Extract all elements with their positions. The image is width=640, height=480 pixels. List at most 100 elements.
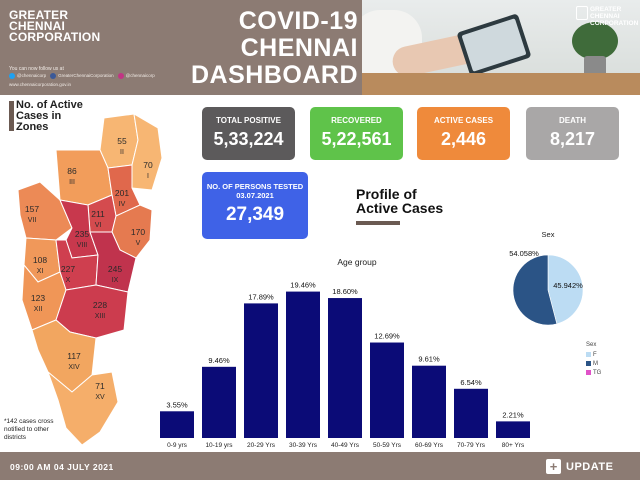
social-link-instagram[interactable]: @chennaicorp bbox=[117, 73, 155, 79]
zone-region-IX[interactable] bbox=[89, 231, 137, 293]
title-line: COVID-19 bbox=[238, 7, 358, 35]
update-button[interactable]: + UPDATE bbox=[546, 459, 613, 474]
legend-swatch-f bbox=[586, 352, 591, 357]
age-group-bar-chart: Age group 3.55% 0-9 yrs 9.46% 10-19 yrs 17.89… bbox=[160, 257, 530, 449]
bar-10-19-yrs bbox=[202, 366, 236, 438]
bar-40-49-yrs bbox=[328, 298, 362, 438]
bar-70-79-yrs bbox=[454, 388, 488, 438]
corporation-logo: GREATER CHENNAI CORPORATION bbox=[576, 6, 638, 27]
map-title-accent bbox=[9, 101, 14, 131]
footer-bar: 09:00 AM 04 JULY 2021 + UPDATE bbox=[0, 452, 640, 480]
legend-item-m: M bbox=[586, 359, 601, 368]
zone-label-XIV-cases: 117 bbox=[67, 351, 81, 361]
persons-tested-label: NO. OF PERSONS TESTED 03.07.2021 bbox=[206, 182, 304, 200]
map-title-line: No. of Active bbox=[16, 99, 83, 111]
persons-tested-value: 27,349 bbox=[225, 204, 285, 225]
update-label: UPDATE bbox=[566, 460, 614, 473]
recovered-card: RECOVERED 5,22,561 bbox=[310, 107, 403, 160]
zone-region-III[interactable] bbox=[55, 149, 113, 206]
total-positive-value: 5,33,224 bbox=[213, 129, 284, 149]
total-positive-label: TOTAL POSITIVE bbox=[216, 116, 281, 125]
bar-data-label: 2.21% bbox=[502, 410, 524, 419]
zone-label-X-id: X bbox=[66, 277, 71, 284]
emblem-icon bbox=[576, 6, 588, 20]
title-line: CHENNAI bbox=[240, 34, 358, 62]
facebook-icon bbox=[50, 73, 57, 79]
pie-chart-title: Sex bbox=[542, 230, 555, 239]
zone-label-VIII-cases: 235 bbox=[75, 229, 89, 239]
website-link[interactable]: www.chennaicorporation.gov.in bbox=[9, 82, 71, 87]
zone-label-XIII-id: XIII bbox=[95, 313, 106, 320]
org-name: GREATER CHENNAI CORPORATION bbox=[9, 8, 101, 44]
zone-label-X-cases: 227 bbox=[61, 264, 75, 274]
zone-label-XIV-id: XIV bbox=[68, 364, 80, 371]
zone-label-XI-cases: 108 bbox=[33, 255, 47, 265]
bar-category-label: 60-69 Yrs bbox=[415, 442, 444, 449]
zone-label-XI-id: XI bbox=[37, 268, 44, 275]
zone-labels: 55 II 70 I 86 III 201 IV 157 VII 211 VI … bbox=[25, 136, 153, 401]
legend-swatch-tg bbox=[586, 370, 591, 375]
zone-region-XV[interactable] bbox=[46, 370, 119, 446]
title-line: DASHBOARD bbox=[191, 61, 358, 89]
zone-label-XIII-cases: 228 bbox=[93, 300, 107, 310]
logo-line: GREATER bbox=[590, 6, 622, 13]
active-cases-card: ACTIVE CASES 2,446 bbox=[417, 107, 510, 160]
social-links: @chennaicorp GreaterChennaiCorporation @… bbox=[9, 73, 155, 79]
org-line: CORPORATION bbox=[9, 30, 101, 44]
profile-title-accent bbox=[356, 221, 400, 225]
zone-label-IX-cases: 245 bbox=[108, 264, 122, 274]
pie-slice-f bbox=[547, 254, 584, 325]
zone-label-IV-id: IV bbox=[119, 201, 126, 208]
persons-tested-card: NO. OF PERSONS TESTED 03.07.2021 27,349 bbox=[202, 172, 308, 239]
bar-category-label: 30-39 Yrs bbox=[289, 442, 318, 449]
bar-data-label: 19.46% bbox=[290, 281, 316, 290]
profile-title-line: Active Cases bbox=[356, 200, 444, 216]
zone-region-I[interactable] bbox=[131, 113, 163, 191]
zone-label-XII-cases: 123 bbox=[31, 293, 45, 303]
sex-legend: Sex F M TG bbox=[586, 342, 601, 377]
zone-label-I-cases: 70 bbox=[143, 160, 153, 170]
recovered-value: 5,22,561 bbox=[321, 129, 392, 149]
org-line: GREATER bbox=[9, 8, 69, 22]
zone-label-XV-cases: 71 bbox=[95, 381, 105, 391]
recovered-label: RECOVERED bbox=[331, 116, 382, 125]
bar-data-label: 12.69% bbox=[374, 332, 400, 341]
twitter-icon bbox=[9, 73, 15, 79]
bar-data-label: 9.46% bbox=[208, 356, 230, 365]
zone-region-VII[interactable] bbox=[17, 181, 73, 241]
social-link-twitter[interactable]: @chennaicorp bbox=[9, 73, 46, 79]
profile-title: Profile of Active Cases bbox=[356, 187, 443, 215]
zone-label-XV-id: XV bbox=[95, 394, 105, 401]
zone-label-V-cases: 170 bbox=[131, 227, 145, 237]
legend-swatch-m bbox=[586, 361, 591, 366]
zone-label-IV-cases: 201 bbox=[115, 188, 129, 198]
map-title-line: Cases in bbox=[16, 110, 62, 122]
pie-label-m: 54.058% bbox=[509, 249, 539, 258]
follow-text: You can now follow us at bbox=[9, 66, 64, 72]
bar-data-label: 9.61% bbox=[418, 355, 440, 364]
header-banner: GREATER CHENNAI CORPORATION You can now … bbox=[0, 0, 640, 95]
social-link-facebook[interactable]: GreaterChennaiCorporation bbox=[50, 73, 114, 79]
zone-shapes bbox=[17, 113, 163, 446]
zone-label-IX-id: IX bbox=[112, 277, 119, 284]
zone-map: 55 II 70 I 86 III 201 IV 157 VII 211 VI … bbox=[17, 113, 163, 446]
zone-label-I-id: I bbox=[147, 173, 149, 180]
zone-label-V-id: V bbox=[136, 240, 141, 247]
bar-category-label: 50-59 Yrs bbox=[373, 442, 402, 449]
death-value: 8,217 bbox=[549, 129, 596, 149]
cross-notified-note: *142 cases cross notified to other distr… bbox=[4, 418, 54, 441]
bar-chart-title: Age group bbox=[337, 257, 376, 267]
bar-50-59-yrs bbox=[370, 342, 404, 438]
bar-category-label: 20-29 Yrs bbox=[247, 442, 276, 449]
bar-20-29-yrs bbox=[244, 303, 278, 438]
legend-title: Sex bbox=[586, 342, 597, 348]
zone-label-VI-id: VI bbox=[95, 222, 102, 229]
bar-category-label: 0-9 yrs bbox=[167, 442, 188, 449]
logo-line: CORPORATION bbox=[590, 20, 639, 27]
zone-label-XII-id: XII bbox=[34, 306, 43, 313]
bar-0-9-yrs bbox=[160, 411, 194, 438]
plus-icon: + bbox=[546, 459, 561, 474]
total-positive-card: TOTAL POSITIVE 5,33,224 bbox=[202, 107, 295, 160]
plant-image bbox=[572, 22, 618, 60]
zone-label-VII-id: VII bbox=[28, 217, 37, 224]
